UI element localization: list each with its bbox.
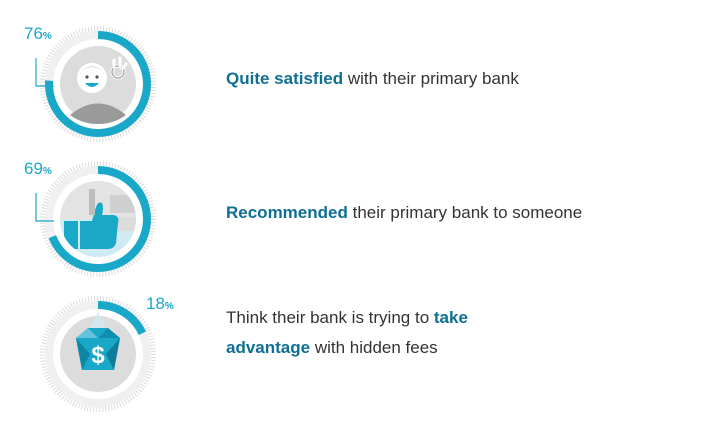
label-leader-line (35, 58, 54, 87)
stat-text-satisfied: Quite satisfied with their primary bank (226, 64, 519, 94)
stat-text-rest: with hidden fees (310, 338, 438, 357)
percent-label-recommended: 69% (24, 159, 52, 178)
gauge-tick-ring (40, 296, 156, 412)
stat-text-hidden-fees: Think their bank is trying to take advan… (226, 303, 468, 363)
stat-row-satisfied: 76% Quite satisfied with their primary b… (0, 10, 710, 142)
dollar-sign: $ (91, 342, 105, 369)
stat-row-hidden-fees: $ 18% Think their bank is trying to take… (0, 280, 710, 412)
stat-text-rest: with their primary bank (343, 69, 519, 88)
stat-highlight: Recommended (226, 203, 348, 222)
stat-highlight: Quite satisfied (226, 69, 344, 88)
label-leader-line (35, 193, 54, 222)
gauge-arc-satisfied (45, 31, 151, 137)
gauge-satisfied (35, 26, 156, 142)
stat-text-before: Think their bank is trying to (226, 308, 434, 327)
percent-label-satisfied: 76% (24, 24, 52, 43)
gauge-arc-hidden-fees (45, 301, 151, 407)
gauge-hidden-fees: $ (40, 296, 156, 412)
gauge-tick-ring (40, 26, 156, 142)
gauge-tick-ring (40, 161, 156, 277)
stat-row-recommended: 69% Recommended their primary bank to so… (0, 145, 710, 277)
gauge-arc-recommended (45, 166, 151, 272)
percent-label-hidden-fees: 18% (146, 294, 174, 313)
stat-highlight-line2: advantage (226, 338, 311, 357)
stat-text-rest: their primary bank to someone (347, 203, 583, 222)
happy-face-ok-icon (60, 46, 136, 124)
gauge-recommended (35, 161, 156, 277)
stat-highlight-line1: take (433, 308, 468, 327)
dollar-gem-icon: $ (60, 312, 136, 392)
stat-text-recommended: Recommended their primary bank to someon… (226, 198, 582, 228)
thumbs-up-icon (60, 181, 136, 257)
